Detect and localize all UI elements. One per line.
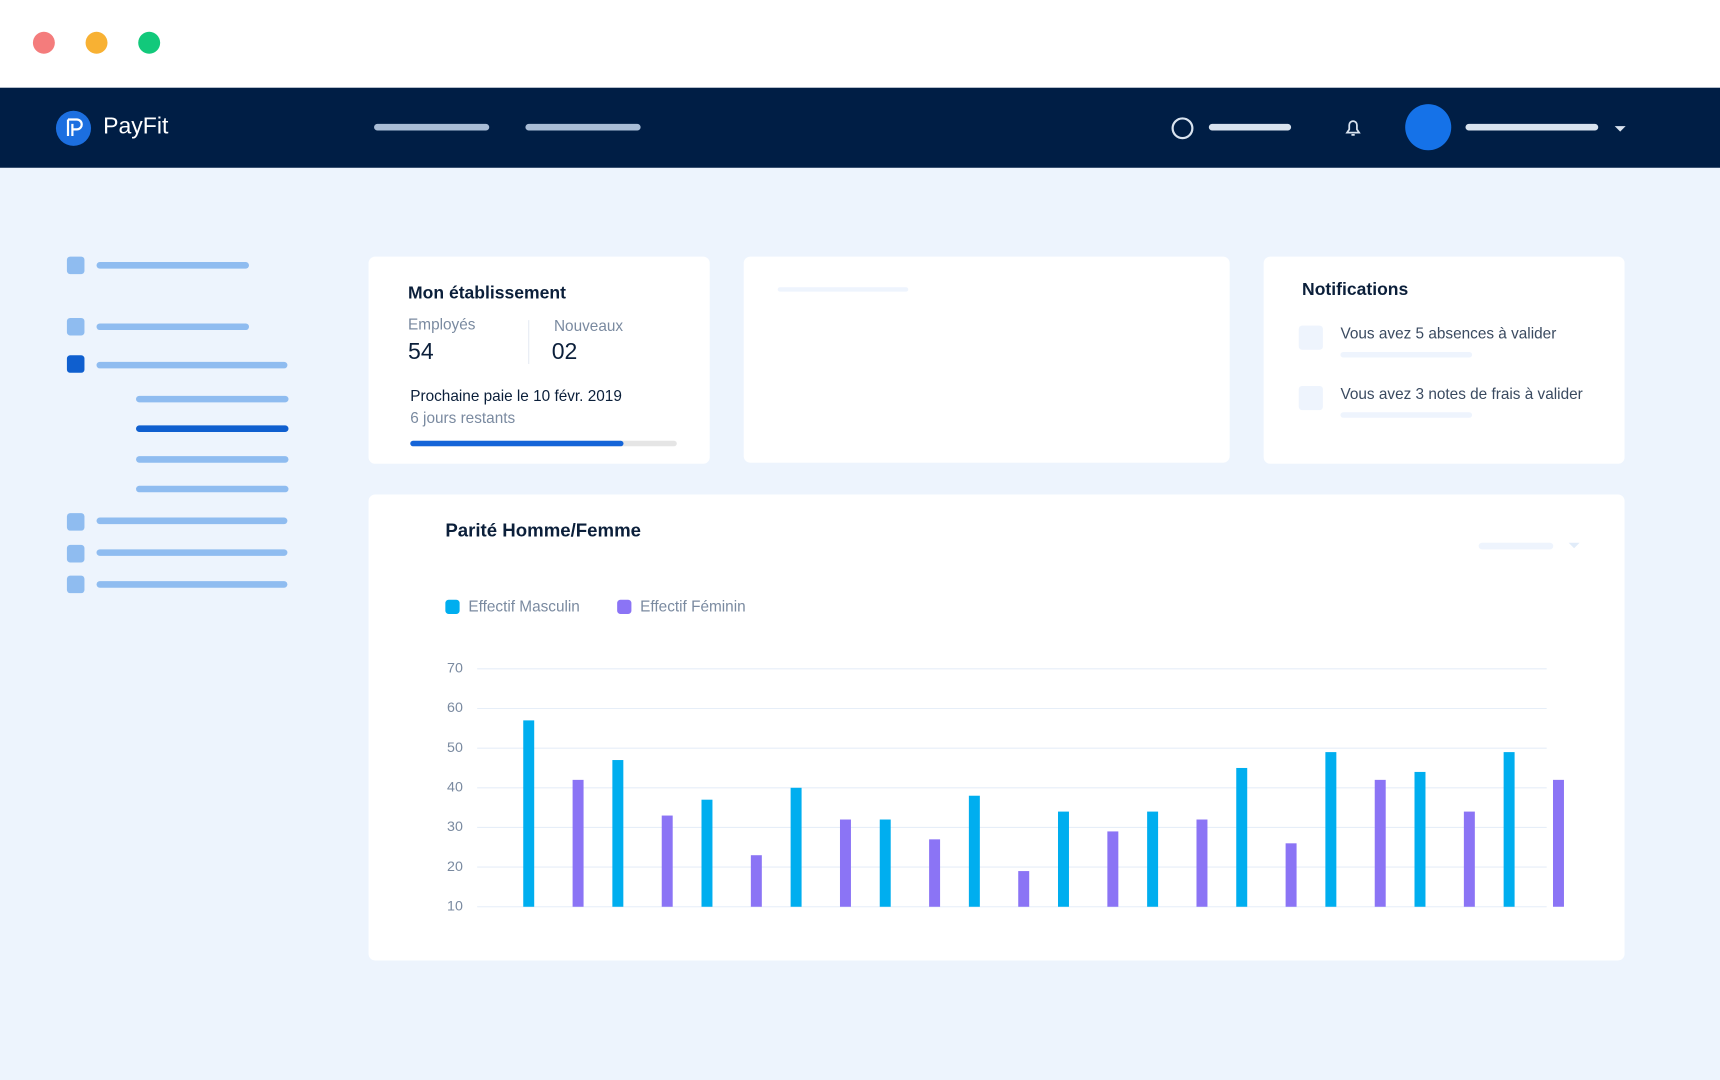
bar (879, 819, 891, 907)
menu-icon[interactable] (66, 513, 85, 531)
y-tick-label: 20 (447, 859, 463, 875)
menu-icon[interactable] (66, 544, 85, 563)
nav-link[interactable] (374, 123, 490, 131)
y-tick-label: 70 (447, 661, 463, 677)
placeholder (777, 287, 909, 292)
bar (1325, 752, 1337, 907)
bar (790, 787, 802, 907)
menu-item[interactable] (96, 323, 250, 331)
bar (1236, 767, 1248, 907)
y-tick-label: 40 (447, 780, 463, 796)
submenu-item[interactable] (136, 485, 289, 493)
menu-icon[interactable] (66, 355, 85, 373)
progress-fill (410, 440, 624, 447)
minimize-dot[interactable] (85, 31, 108, 54)
chart-card (368, 494, 1625, 961)
menu-icon[interactable] (66, 317, 85, 336)
menu-item[interactable] (96, 549, 288, 556)
establishment-card (368, 256, 710, 464)
user-caret[interactable] (1614, 126, 1626, 132)
card-title: Mon établissement (408, 282, 566, 302)
menu-icon[interactable] (66, 256, 85, 275)
stat-label: Nouveaux (554, 318, 623, 335)
notification-icon (1298, 325, 1323, 350)
bar (750, 855, 762, 907)
menu-item[interactable] (96, 581, 288, 588)
bar (1374, 779, 1386, 907)
bar (1552, 779, 1564, 907)
stat-value: 02 (552, 338, 578, 364)
y-tick-label: 10 (447, 899, 463, 915)
submenu-item[interactable] (136, 456, 289, 463)
stat-label: Employés (408, 317, 476, 334)
legend-label: Effectif Masculin (468, 598, 579, 615)
notification[interactable]: Vous avez 5 absences à valider (1340, 325, 1556, 342)
bar (1285, 843, 1297, 907)
user-name[interactable] (1465, 123, 1599, 131)
next-pay: Prochaine paie le 10 févr. 2019 (410, 388, 622, 405)
empty-card (743, 256, 1230, 463)
bar (1147, 811, 1159, 907)
legend-swatch (617, 599, 632, 615)
dropdown-caret[interactable] (1568, 542, 1580, 549)
bar (1107, 831, 1119, 907)
stat-value: 54 (408, 338, 434, 364)
chart-title: Parité Homme/Femme (445, 520, 641, 541)
y-tick-label: 30 (447, 819, 463, 835)
notification-icon (1298, 385, 1323, 411)
notification[interactable]: Vous avez 3 notes de frais à valider (1340, 386, 1582, 403)
bar (1463, 811, 1475, 907)
bar (929, 839, 941, 907)
bell-icon[interactable] (1345, 120, 1361, 136)
y-tick-label: 50 (447, 740, 463, 756)
bar (612, 760, 624, 907)
search-icon[interactable] (1171, 117, 1194, 140)
search-placeholder[interactable] (1208, 123, 1292, 131)
avatar[interactable] (1405, 104, 1452, 151)
bar (572, 779, 584, 907)
bar (968, 795, 980, 907)
bar (701, 799, 713, 907)
notifications-card (1263, 256, 1625, 464)
nav-bar (0, 87, 1720, 168)
dropdown[interactable] (1478, 542, 1554, 550)
bar (1414, 771, 1426, 907)
submenu-item[interactable] (136, 395, 289, 403)
logo-glyph (66, 118, 83, 136)
card-title: Notifications (1302, 279, 1408, 299)
submenu-item[interactable] (136, 425, 289, 432)
y-tick-label: 60 (447, 700, 463, 716)
menu-icon[interactable] (66, 575, 85, 594)
bar (661, 815, 673, 907)
bar (1196, 819, 1208, 907)
bar (1018, 871, 1030, 907)
menu-item[interactable] (96, 517, 288, 525)
legend-label: Effectif Féminin (640, 598, 745, 615)
bar (523, 720, 535, 907)
bar (1057, 811, 1069, 907)
legend-swatch (445, 599, 460, 615)
window-bar (0, 0, 1720, 88)
close-dot[interactable] (32, 31, 55, 54)
bar (1503, 752, 1515, 907)
maximize-dot[interactable] (138, 31, 161, 54)
remaining: 6 jours restants (410, 410, 515, 427)
menu-item[interactable] (96, 361, 288, 369)
nav-link[interactable] (525, 123, 641, 131)
placeholder (1340, 412, 1473, 418)
menu-item[interactable] (96, 262, 250, 269)
placeholder (1340, 351, 1473, 358)
bar (839, 819, 851, 907)
brand: PayFit (103, 112, 169, 138)
sidebar (66, 256, 289, 594)
